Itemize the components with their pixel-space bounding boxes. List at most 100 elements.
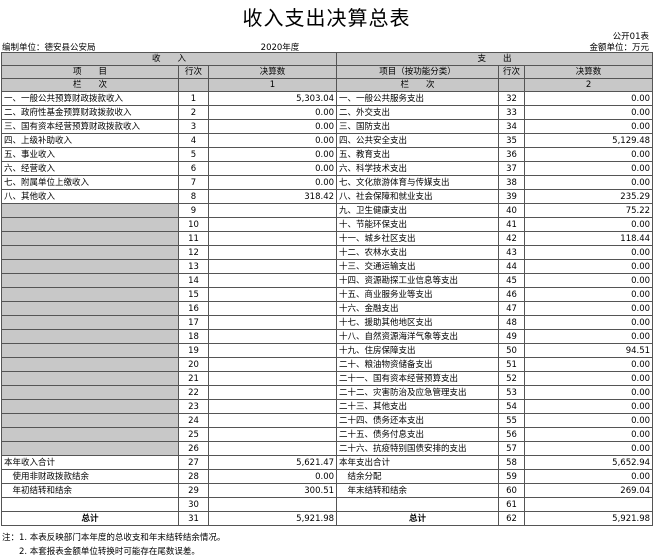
cell: 使用非财政拨款结余 <box>1 469 179 484</box>
cell <box>1 301 179 316</box>
cell: 七、附属单位上缴收入 <box>1 175 179 190</box>
cell: 0.00 <box>524 385 653 400</box>
row: 项 目行次 决算数 项目（按功能分类） 行次 决算数 <box>1 65 653 79</box>
cell: 0.00 <box>524 119 653 134</box>
cell: 一、一般公共预算财政拨款收入 <box>1 91 179 106</box>
row: 17 十七、援助其他地区支出 48 0.00 <box>1 315 653 330</box>
cell <box>1 315 179 330</box>
cell: 24 <box>178 413 209 428</box>
cell: 0.00 <box>524 469 653 484</box>
cell: 54 <box>498 399 526 414</box>
cell: 0.00 <box>524 413 653 428</box>
note: 注：1. 本表反映部门本年度的总收支和年末结转结余情况。 <box>2 533 226 543</box>
cell <box>207 315 338 330</box>
cell: 五、事业收入 <box>1 147 179 162</box>
cell: 行次 <box>178 65 209 79</box>
cell <box>207 357 338 372</box>
cell: 14 <box>178 273 209 288</box>
cell: 43 <box>498 245 526 260</box>
cell: 5,303.04 <box>207 91 338 106</box>
cell: 31 <box>178 511 209 526</box>
row: 20 二十、粮油物资储备支出 51 0.00 <box>1 357 653 372</box>
cell: 年初结转和结余 <box>1 483 179 498</box>
cell <box>207 497 338 512</box>
cell: 十九、住房保障支出 <box>336 343 500 358</box>
cell: 1 <box>178 91 209 106</box>
cell <box>207 413 338 428</box>
cell: 21 <box>178 371 209 386</box>
cell: 0.00 <box>524 217 653 232</box>
cell: 项目（按功能分类） <box>336 65 500 79</box>
cell: 26 <box>178 441 209 456</box>
cell: 8 <box>178 189 209 204</box>
row: 八、其他收入 8 318.42 八、社会保障和就业支出 39 235.29 <box>1 189 653 204</box>
cell: 30 <box>178 497 209 512</box>
note: 2. 本套报表金额单位转换时可能存在尾数误差。 <box>2 547 200 557</box>
cell: 三、国有资本经营预算财政拨款收入 <box>1 119 179 134</box>
cell: 61 <box>498 497 526 512</box>
cell <box>207 245 338 260</box>
row: 六、经营收入 6 0.00 六、科学技术支出 37 0.00 <box>1 161 653 176</box>
cell: 十六、金融支出 <box>336 301 500 316</box>
cell: 六、经营收入 <box>1 161 179 176</box>
form-no: 公开01表 <box>612 32 649 42</box>
cell: 总计 <box>336 511 500 526</box>
cell: 二十三、其他支出 <box>336 399 500 414</box>
row: 9 九、卫生健康支出 40 75.22 <box>1 203 653 218</box>
cell: 5,621.47 <box>207 455 338 470</box>
cell: 总计 <box>1 511 179 526</box>
cell: 44 <box>498 259 526 274</box>
cell: 20 <box>178 357 209 372</box>
cell: 0.00 <box>207 469 338 484</box>
cell <box>336 497 500 512</box>
cell: 5 <box>178 147 209 162</box>
cell <box>178 78 209 92</box>
cell: 94.51 <box>524 343 653 358</box>
cell <box>1 497 179 512</box>
cell: 栏 次 <box>1 78 179 92</box>
cell: 二、政府性基金预算财政拨款收入 <box>1 105 179 120</box>
row: 25 二十五、债务付息支出 56 0.00 <box>1 427 653 442</box>
cell: 二十五、债务付息支出 <box>336 427 500 442</box>
row: 14 十四、资源勘探工业信息等支出 45 0.00 <box>1 273 653 288</box>
cell <box>1 441 179 456</box>
cell: 5,921.98 <box>207 511 338 526</box>
cell: 28 <box>178 469 209 484</box>
row: 使用非财政拨款结余 28 0.00 结余分配 59 0.00 <box>1 469 653 484</box>
cell: 十五、商业服务业等支出 <box>336 287 500 302</box>
cell: 118.44 <box>524 231 653 246</box>
cell <box>207 217 338 232</box>
row: 26 二十六、抗疫特别国债安排的支出 57 0.00 <box>1 441 653 456</box>
cell: 二十、粮油物资储备支出 <box>336 357 500 372</box>
unit: 编制单位：德安县公安局 <box>2 43 96 53</box>
cell: 0.00 <box>207 119 338 134</box>
cell: 0.00 <box>524 371 653 386</box>
cell: 53 <box>498 385 526 400</box>
cell: 年末结转和结余 <box>336 483 500 498</box>
cell: 36 <box>498 147 526 162</box>
cell: 16 <box>178 301 209 316</box>
cell: 13 <box>178 259 209 274</box>
cell: 支 出 <box>336 52 653 66</box>
cell: 59 <box>498 469 526 484</box>
cell: 0.00 <box>524 105 653 120</box>
cell <box>207 287 338 302</box>
cell: 3 <box>178 119 209 134</box>
cell: 0.00 <box>524 147 653 162</box>
cell: 38 <box>498 175 526 190</box>
cell: 五、教育支出 <box>336 147 500 162</box>
cell <box>207 371 338 386</box>
cell: 本年收入合计 <box>1 455 179 470</box>
cell: 栏 次 <box>336 78 500 92</box>
cell: 二十四、债务还本支出 <box>336 413 500 428</box>
cell: 0.00 <box>524 315 653 330</box>
cell: 50 <box>498 343 526 358</box>
row: 18 十八、自然资源海洋气象等支出 49 0.00 <box>1 329 653 344</box>
cell: 十七、援助其他地区支出 <box>336 315 500 330</box>
cell: 0.00 <box>524 273 653 288</box>
cell <box>1 357 179 372</box>
cell <box>207 427 338 442</box>
cell: 2 <box>524 78 653 92</box>
cell <box>1 231 179 246</box>
cell <box>1 203 179 218</box>
